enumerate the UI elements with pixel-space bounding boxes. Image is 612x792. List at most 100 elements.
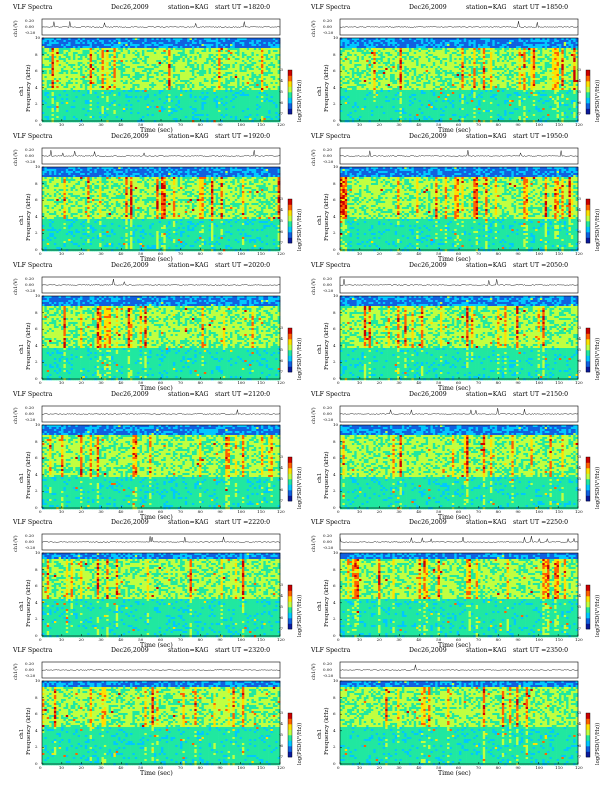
heatmap-cell [49,98,52,101]
heatmap-cell [253,118,257,121]
heatmap-cell [225,116,228,119]
heatmap-cell [170,118,174,121]
heatmap-cell [56,100,59,103]
heatmap-cell [53,48,57,51]
heatmap-cell [158,112,162,115]
heatmap-cell [51,52,55,55]
heatmap-cell [260,54,264,57]
heatmap-cell [44,38,48,41]
heatmap-cell [65,90,69,93]
heatmap-cell [340,40,343,43]
heatmap-cell [492,46,495,49]
heatmap-cell [106,80,109,83]
time-tick-label: 60 [158,123,163,127]
heatmap-cell [63,68,67,71]
heatmap-cell [44,78,48,81]
heatmap-cell [272,112,276,115]
heatmap-cell [225,96,228,99]
heatmap-cell [270,96,274,99]
heatmap-cell [251,74,255,77]
heatmap-cell [210,104,214,107]
heatmap-cell [72,102,76,105]
heatmap-cell [420,38,424,41]
heatmap-cell [89,104,93,107]
heatmap-cell [268,112,271,115]
heatmap-cell [182,102,186,105]
heatmap-cell [511,46,515,49]
heatmap-cell [120,90,124,93]
heatmap-cell [70,82,74,85]
heatmap-cell [177,108,181,111]
heatmap-cell [182,90,186,93]
heatmap-cell [99,72,102,75]
heatmap-cell [44,70,48,73]
heatmap-cell [201,44,205,47]
heatmap-cell [139,106,143,109]
heatmap-cell [53,80,57,83]
heatmap-cell [272,116,276,119]
figure-prefix: VLF Spectra [13,4,52,11]
heatmap-cell [218,42,221,45]
heatmap-cell [132,56,136,59]
heatmap-cell [428,42,431,45]
heatmap-cell [442,44,446,47]
heatmap-cell [82,98,86,101]
heatmap-cell [253,84,257,87]
heatmap-cell [182,118,186,121]
heatmap-cell [172,52,176,55]
heatmap-cell [368,48,372,51]
heatmap-cell [213,76,217,79]
heatmap-cell [137,48,140,51]
heatmap-cell [199,88,202,91]
heatmap-cell [101,90,105,93]
heatmap-cell [134,68,138,71]
heatmap-cell [196,112,200,115]
heatmap-cell [111,80,114,83]
heatmap-cell [149,66,152,69]
heatmap-cell [249,40,252,43]
heatmap-cell [237,110,240,113]
heatmap-cell [454,42,457,45]
heatmap-cell [191,76,195,79]
heatmap-cell [277,114,281,117]
heatmap-cell [199,62,202,65]
heatmap-cell [268,76,271,79]
heatmap-cell [141,66,145,69]
heatmap-cell [227,106,231,109]
heatmap-cell [272,106,276,109]
heatmap-cell [139,64,143,67]
heatmap-cell [208,42,212,45]
heatmap-cell [53,70,57,73]
heatmap-cell [125,118,128,121]
heatmap-cell [115,62,119,65]
heatmap-cell [53,46,57,49]
heatmap-cell [130,72,133,75]
heatmap-cell [189,60,193,63]
heatmap-cell [153,92,157,95]
heatmap-cell [542,42,545,45]
heatmap-cell [375,38,379,41]
heatmap-cell [239,118,243,121]
heatmap-cell [101,40,105,43]
heatmap-cell [516,48,519,51]
heatmap-cell [218,64,221,67]
heatmap-cell [49,78,52,81]
heatmap-cell [151,108,155,111]
heatmap-cell [82,106,86,109]
heatmap-cell [115,52,119,55]
heatmap-cell [137,46,140,49]
heatmap-cell [120,64,124,67]
heatmap-cell [230,40,233,43]
heatmap-cell [51,42,55,45]
heatmap-cell [122,88,126,91]
heatmap-cell [177,116,181,119]
heatmap-cell [101,52,105,55]
heatmap-cell [96,64,100,67]
signal-trace [41,21,281,28]
heatmap-cell [99,104,102,107]
heatmap-cell [72,80,76,83]
heatmap-cell [215,50,219,53]
heatmap-cell [156,62,159,65]
heatmap-cell [156,58,159,61]
heatmap-cell [113,102,117,105]
